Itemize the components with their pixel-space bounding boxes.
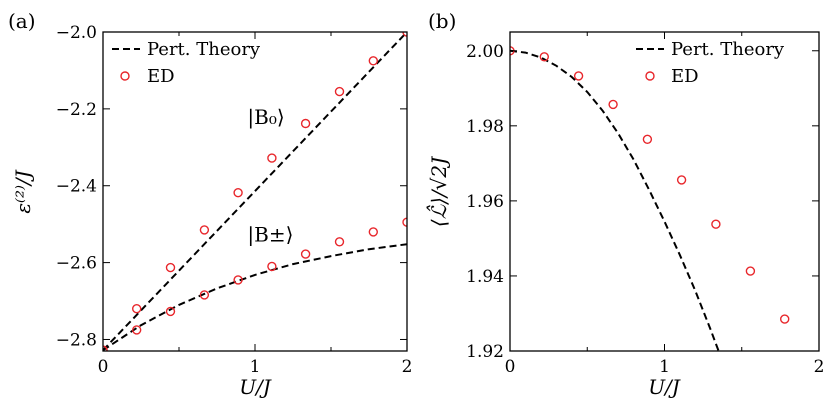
panel-a-ed-point [165,306,176,317]
panel-a-xtick-label: 1 [250,357,261,377]
panel-b-ed-point [608,99,618,110]
panel-b-legend-ed-marker [645,71,655,81]
panel-a-legend-ed-label: ED [147,66,175,87]
panel-b-ed-point [539,52,549,62]
panel-b-ed-point [780,314,790,324]
panel-b-legend-ed-label: ED [671,66,699,87]
panel-a-ed-point [300,249,311,259]
panel-b-ytick-label: 2.00 [466,42,504,62]
panel-b-ytick-label: 1.94 [466,267,504,287]
panel-b-xlabel: U/J [648,375,681,399]
panel-a-legend-theory-label: Pert. Theory [147,39,261,60]
panel-b-ytick-label: 1.96 [466,192,504,212]
panel-a-ed-point [334,237,345,247]
panel-a-ytick-label: −2.8 [56,330,97,350]
panel-a-plot-area [103,32,407,351]
panel-b-xtick-label: 1 [659,357,670,377]
panel-a-ed-point [199,225,210,235]
panel-b-legend: Pert. Theory ED [636,39,785,87]
panel-a-legend-ed-marker [120,71,130,81]
panel-b-xtick-label: 2 [814,357,825,377]
panel-b-ed-point [573,71,584,81]
panel-a-xtick-label: 2 [402,357,413,377]
panel-b-ylabel: ⟨ℒ̂⟩/√2J [426,156,451,227]
panel-b-frame [509,31,820,352]
panel-a-ed-point [103,345,108,351]
panel-a-theory-line-1 [103,243,407,351]
panel-a-legend: Pert. Theory ED [112,39,261,87]
panel-a-ticks: 0 1 2 −2.8 −2.6 −2.4 −2.2 −2.0 [56,23,413,377]
panel-b-label: (b) [428,9,456,33]
panel-b-ytick-label: 1.98 [466,117,504,137]
panel-a-xlabel: U/J [239,375,272,399]
panel-b-legend-theory-label: Pert. Theory [671,39,785,60]
panel-a-ed-point [402,217,407,227]
panel-a: (a) 0 1 2 −2.8 −2.6 −2.4 −2.2 −2.0 U/J ε⁽²⁾/J P… [8,9,412,399]
panel-a-ed-point [233,187,243,198]
panel-b-ticks: 0 1 2 1.92 1.94 1.96 1.98 2.00 [466,32,824,377]
panel-a-annotation: |B₀⟩ [247,105,284,130]
panel-a-ytick-label: −2.4 [56,177,97,197]
panel-a-ed-point [267,153,277,163]
panel-a-ytick-label: −2.2 [56,100,97,120]
panel-a-ed-point [368,227,378,237]
panel-a-ed-point [165,262,176,273]
panel-a-ed-point [334,86,345,97]
panel-b-theory-line-0 [510,49,720,351]
panel-a-ytick-label: −2.6 [56,254,97,274]
panel-b-ytick-label: 1.92 [466,342,504,362]
panel-a-ed-point [199,290,210,300]
panel-a-ed-point [131,304,142,314]
panel-a-ed-point [233,275,243,285]
panel-b-ed-point [676,175,687,185]
panel-a-ytick-label: −2.0 [56,23,97,43]
panel-a-ylabel: ε⁽²⁾/J [11,169,35,213]
panel-a-annotation: |B±⟩ [247,222,293,247]
panel-a-label: (a) [8,9,36,33]
panel-b-ed-point [642,134,653,145]
panel-a-xtick-label: 0 [98,357,109,377]
panel-b-ed-point [745,266,756,276]
panel-a-ed-point [131,325,142,335]
panel-a-ed-point [368,56,378,66]
panel-b-plot-area [510,46,790,351]
panel-a-ed-point [300,118,311,129]
panel-b: (b) 0 1 2 1.92 1.94 1.96 1.98 2.00 U/J ⟨ℒ̂⟩/√2J… [426,9,824,399]
panel-a-theory-line-0 [103,32,407,351]
panel-a-ed-point [267,261,277,272]
panel-b-xtick-label: 0 [505,357,516,377]
panel-a-annotations: |B₀⟩ |B±⟩ [247,105,293,247]
panel-b-ed-point [711,219,721,229]
